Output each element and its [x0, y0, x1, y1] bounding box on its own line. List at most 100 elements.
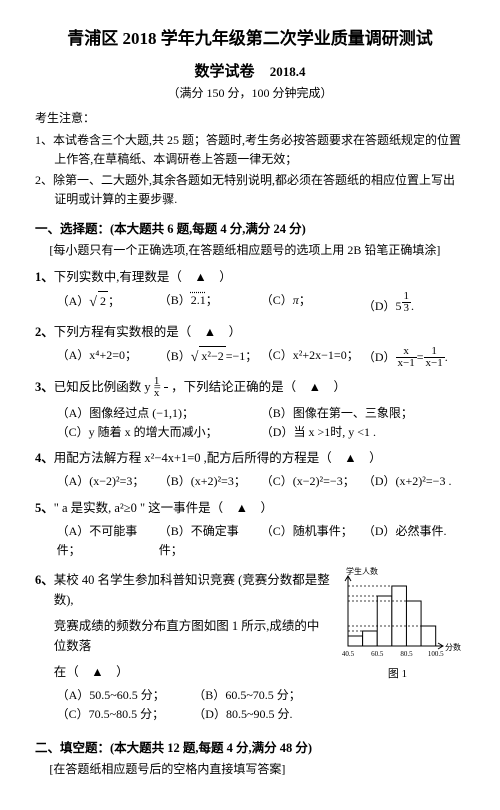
q5-options: （A）不可能事件； （B）不确定事件； （C）随机事件； （D）必然事件. — [57, 522, 465, 560]
svg-text:40.5: 40.5 — [342, 650, 355, 658]
q3-post: ，下列结论正确的是（ ▲ ） — [168, 380, 346, 394]
q3-opt-a: （A）图像经过点 (−1,1)； — [57, 404, 261, 423]
label-a: （A） — [57, 474, 90, 488]
label-d: （D） — [193, 707, 226, 721]
section-1-sub: [每小题只有一个正确选项,在答题纸相应题号的选项上用 2B 铅笔正确填涂] — [35, 241, 465, 260]
q5-opt-d: （D）必然事件. — [363, 522, 465, 560]
svg-text:100.5: 100.5 — [428, 650, 444, 658]
label-c: （C） — [57, 707, 89, 721]
label-a: （A） — [57, 524, 90, 538]
q4-a: (x−2)²=3； — [89, 474, 144, 488]
q4-c: (x−2)²=−3； — [293, 474, 355, 488]
q1-d-den: 3 — [402, 303, 412, 315]
q3-opt-c: （C）y 随着 x 的增大而减小； — [57, 423, 261, 442]
label-a: （A） — [57, 688, 90, 702]
q3-opt-b: （B）图像在第一、三象限； — [261, 404, 465, 423]
q2-opt-a: （A）x⁴+2=0； — [57, 346, 159, 370]
q2-opt-c: （C）x²+2x−1=0； — [261, 346, 363, 370]
svg-text:60.5: 60.5 — [371, 650, 384, 658]
q4-opt-d: （D）(x+2)²=−3 . — [363, 472, 465, 491]
q1-num: 1、 — [35, 270, 54, 284]
exam-subtitle: 数学试卷 — [194, 64, 254, 80]
label-b: （B） — [261, 406, 293, 420]
section-2-sub: [在答题纸相应题号后的空格内直接填写答案] — [35, 760, 465, 779]
svg-text:学生人数: 学生人数 — [346, 566, 378, 576]
label-d: （D） — [261, 425, 294, 439]
q4-b: (x+2)²=3； — [191, 474, 246, 488]
q4-stem: 用配方法解方程 x²−4x+1=0 ,配方后所得的方程是（ ▲ ） — [54, 451, 382, 465]
label-c: （C） — [261, 524, 293, 538]
label-c: （C） — [261, 293, 293, 307]
q6-opt-b: （B）60.5~70.5 分； — [193, 686, 330, 705]
q1-options: （A）√2； （B）2.1； （C）π； （D）513. — [57, 291, 465, 316]
q1-stem: 下列实数中,有理数是（ ▲ ） — [54, 270, 232, 284]
label-a: （A） — [57, 294, 90, 308]
q2-a: x⁴+2=0； — [89, 348, 137, 362]
q2-opt-d: （D）xx−1=1x−1. — [363, 346, 465, 370]
q2-d-rd: x−1 — [424, 358, 445, 370]
q1-opt-a: （A）√2； — [57, 291, 159, 316]
punct: ； — [299, 293, 311, 307]
q6-a: 50.5~60.5 分； — [89, 688, 165, 702]
label-d: （D） — [363, 524, 396, 538]
q3-num: 3、 — [35, 380, 54, 394]
q3-options: （A）图像经过点 (−1,1)； （B）图像在第一、三象限； （C）y 随着 x… — [57, 404, 465, 442]
q4-opt-a: （A）(x−2)²=3； — [57, 472, 159, 491]
exam-date: 2018.4 — [270, 64, 306, 79]
label-b: （B） — [193, 688, 225, 702]
label-b: （B） — [159, 524, 191, 538]
q4-d: (x+2)²=−3 . — [396, 474, 452, 488]
label-c: （C） — [57, 425, 89, 439]
q5-d: 必然事件. — [396, 524, 447, 538]
q5-opt-b: （B）不确定事件； — [159, 522, 261, 560]
q2-d-end: . — [445, 350, 448, 364]
q2-b-post: =−1； — [226, 349, 258, 363]
label-c: （C） — [261, 348, 293, 362]
question-6: 6、某校 40 名学生参加科普知识竞赛 (竞赛分数都是整数), — [35, 570, 330, 610]
label-b: （B） — [159, 474, 191, 488]
q1-opt-d: （D）513. — [363, 291, 465, 316]
question-5: 5、" a 是实数, a²≥0 " 这一事件是（ ▲ ） — [35, 498, 465, 518]
label-a: （A） — [57, 406, 90, 420]
q6-c: 70.5~80.5 分； — [89, 707, 165, 721]
figure-1-label: 图 1 — [330, 666, 465, 684]
q2-opt-b: （B）√x²−2=−1； — [159, 346, 261, 370]
q5-c: 随机事件； — [293, 524, 353, 538]
q3-d: 当 x >1时, y <1 . — [293, 425, 376, 439]
q6-num: 6、 — [35, 573, 54, 587]
q1-a-val: 2 — [98, 291, 108, 311]
q4-opt-b: （B）(x+2)²=3； — [159, 472, 261, 491]
question-1: 1、下列实数中,有理数是（ ▲ ） — [35, 267, 465, 287]
label-d: （D） — [363, 474, 396, 488]
label-d: （D） — [363, 299, 396, 313]
svg-text:分数: 分数 — [445, 642, 461, 652]
label-c: （C） — [261, 474, 293, 488]
q2-options: （A）x⁴+2=0； （B）√x²−2=−1； （C）x²+2x−1=0； （D… — [57, 346, 465, 370]
q6-opt-c: （C）70.5~80.5 分； — [57, 705, 194, 724]
q6-b: 60.5~70.5 分； — [225, 688, 301, 702]
notice-2: 2、除第一、二大题外,其余各题如无特别说明,都必须在答题纸的相应位置上写出证明或… — [35, 171, 465, 209]
q4-num: 4、 — [35, 451, 54, 465]
q6-opt-d: （D）80.5~90.5 分. — [193, 705, 330, 724]
label-d: （D） — [363, 350, 396, 364]
question-4: 4、用配方法解方程 x²−4x+1=0 ,配方后所得的方程是（ ▲ ） — [35, 448, 465, 468]
question-3: 3、已知反比例函数 y = 1x ，下列结论正确的是（ ▲ ） — [35, 376, 465, 400]
punct: . — [411, 299, 414, 313]
label-a: （A） — [57, 348, 90, 362]
q6-options: （A）50.5~60.5 分； （B）60.5~70.5 分； （C）70.5~… — [57, 686, 330, 724]
svg-text:80.5: 80.5 — [400, 650, 413, 658]
q4-options: （A）(x−2)²=3； （B）(x+2)²=3； （C）(x−2)²=−3； … — [57, 472, 465, 491]
q6-opt-a: （A）50.5~60.5 分； — [57, 686, 194, 705]
q5-opt-c: （C）随机事件； — [261, 522, 363, 560]
q4-opt-c: （C）(x−2)²=−3； — [261, 472, 363, 491]
q2-d-ld: x−1 — [396, 358, 417, 370]
exam-meta: （满分 150 分，100 分钟完成） — [35, 84, 465, 103]
punct: ； — [108, 294, 120, 308]
q3-pre: 已知反比例函数 y = — [54, 380, 164, 394]
q3-opt-d: （D）当 x >1时, y <1 . — [261, 423, 465, 442]
q2-num: 2、 — [35, 325, 54, 339]
q3-a: 图像经过点 (−1,1)； — [89, 406, 194, 420]
figure-1: 40.5 60.5 80.5 100.5 学生人数分数 图 1 — [330, 564, 465, 684]
notice-head: 考生注意： — [35, 109, 465, 128]
exam-title: 青浦区 2018 学年九年级第二次学业质量调研测试 — [35, 25, 465, 52]
